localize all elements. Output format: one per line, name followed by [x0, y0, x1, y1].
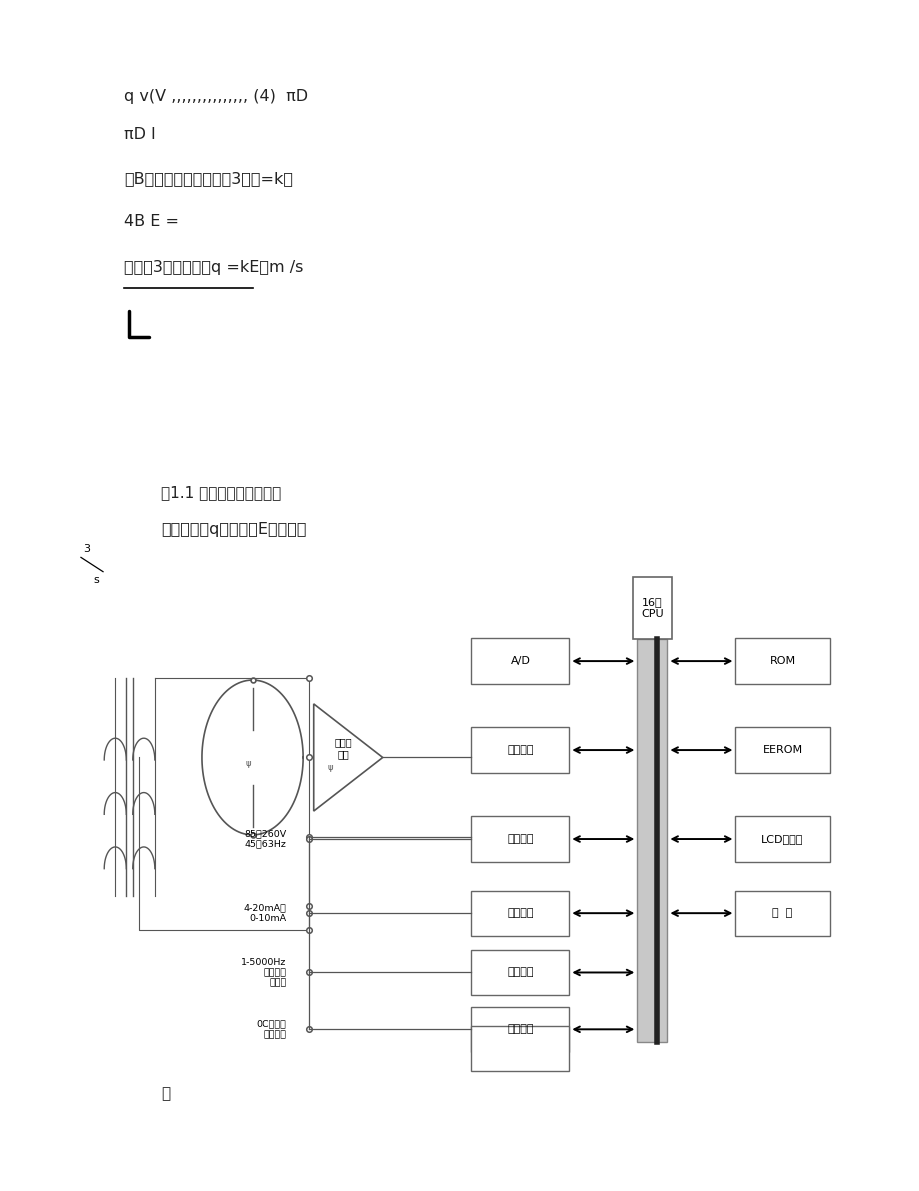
Bar — [471, 638, 569, 684]
Bar — [637, 638, 667, 1042]
Text: 3: 3 — [83, 544, 90, 554]
Text: ψ: ψ — [327, 762, 333, 772]
Text: q v(V ,,,,,,,,,,,,,,, (4)  πD: q v(V ,,,,,,,,,,,,,,, (4) πD — [124, 89, 308, 105]
Text: 85～260V
45～63Hz: 85～260V 45～63Hz — [244, 829, 286, 849]
Bar — [734, 816, 829, 861]
Text: 励磁电路: 励磁电路 — [506, 746, 533, 755]
Bar — [632, 576, 672, 638]
Text: 脉冲输出: 脉冲输出 — [506, 967, 533, 978]
Text: 可见，流量q与电动势E成正比。: 可见，流量q与电动势E成正比。 — [161, 522, 306, 537]
Bar — [471, 816, 569, 861]
Bar — [471, 950, 569, 996]
Text: 4B E =: 4B E = — [124, 214, 179, 230]
Text: 图: 图 — [161, 1086, 170, 1102]
Bar — [471, 728, 569, 773]
Bar — [734, 638, 829, 684]
Text: 状态控制: 状态控制 — [506, 1024, 533, 1034]
Text: 当B是个常数时，公式（3）中=k，: 当B是个常数时，公式（3）中=k， — [124, 172, 293, 187]
Text: 开关电源: 开关电源 — [506, 834, 533, 844]
Text: 前置放
大器: 前置放 大器 — [335, 737, 352, 759]
Text: 图1.1 电磁流量计工作原理: 图1.1 电磁流量计工作原理 — [161, 485, 281, 500]
Text: 键  盘: 键 盘 — [772, 909, 792, 918]
Text: s: s — [94, 575, 99, 585]
Text: ψ: ψ — [245, 759, 250, 768]
Bar — [471, 891, 569, 936]
Text: LCD显示器: LCD显示器 — [761, 834, 803, 844]
Text: ROM: ROM — [768, 656, 795, 666]
Text: 4-20mA或
0-10mA: 4-20mA或 0-10mA — [244, 904, 286, 923]
Text: EEROM: EEROM — [762, 746, 801, 755]
Bar — [734, 891, 829, 936]
Bar — [734, 728, 829, 773]
Text: 1-5000Hz
频率或脉
冲输出: 1-5000Hz 频率或脉 冲输出 — [241, 958, 286, 987]
Bar — [471, 1006, 569, 1052]
Text: 公式（3）改写为：q =kE（m /s: 公式（3）改写为：q =kE（m /s — [124, 260, 303, 275]
Text: A/D: A/D — [510, 656, 529, 666]
Text: 0C门状态
电压输出: 0C门状态 电压输出 — [256, 1019, 286, 1039]
Bar — [471, 1027, 569, 1072]
Text: 16位
CPU: 16位 CPU — [641, 597, 663, 618]
Text: 电流输出: 电流输出 — [506, 909, 533, 918]
Text: πD l: πD l — [124, 127, 155, 143]
